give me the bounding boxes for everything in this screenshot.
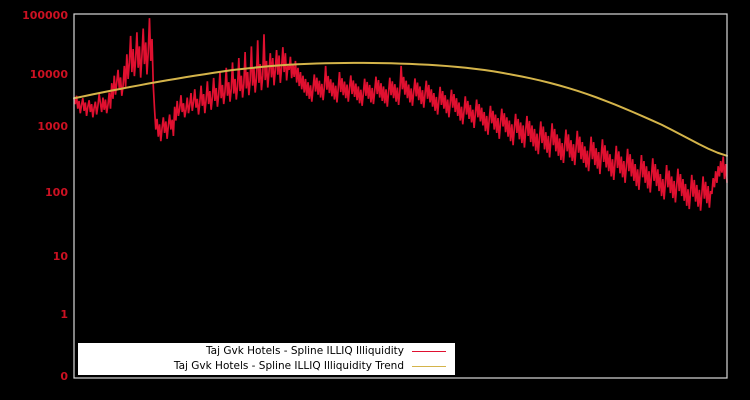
y-axis-tick-labels: 100000 10000 1000 100 10 1 0 (0, 0, 68, 400)
series-illiquidity-trend-line (73, 61, 728, 157)
legend-entry-illiquidity-trend: Taj Gvk Hotels - Spline ILLIQ Illiquidit… (79, 359, 454, 374)
legend-label-illiquidity: Taj Gvk Hotels - Spline ILLIQ Illiquidit… (206, 345, 404, 357)
legend-swatch-illiquidity (412, 351, 446, 352)
plot-area-border (73, 13, 728, 379)
y-tick-1000: 1000 (37, 120, 68, 133)
legend-label-illiquidity-trend: Taj Gvk Hotels - Spline ILLIQ Illiquidit… (173, 360, 404, 372)
legend-entry-illiquidity: Taj Gvk Hotels - Spline ILLIQ Illiquidit… (79, 344, 454, 359)
y-tick-0: 0 (60, 370, 68, 383)
chart-legend: Taj Gvk Hotels - Spline ILLIQ Illiquidit… (78, 343, 455, 375)
y-tick-100000: 100000 (22, 9, 68, 22)
y-tick-100: 100 (45, 186, 68, 199)
series-illiquidity-line (73, 18, 728, 211)
legend-swatch-illiquidity-trend (412, 366, 446, 367)
y-tick-1: 1 (60, 308, 68, 321)
y-tick-10: 10 (52, 250, 68, 263)
y-tick-10000: 10000 (29, 68, 68, 81)
